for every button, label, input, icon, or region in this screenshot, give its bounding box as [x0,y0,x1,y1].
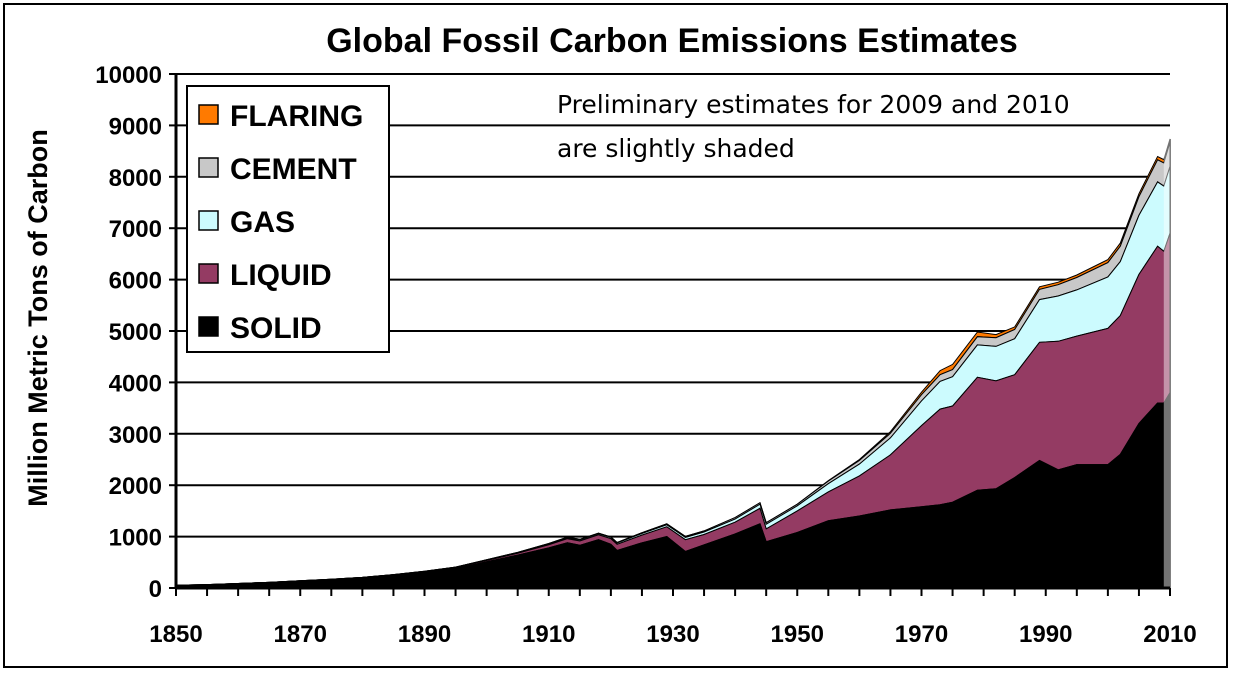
x-tick-label: 1850 [149,621,202,648]
x-tick-label: 1930 [646,621,699,648]
legend-swatch-liquid [198,263,219,284]
y-tick-label: 5000 [109,319,162,346]
y-tick-label: 1000 [109,525,162,552]
legend-label-gas: GAS [230,206,295,239]
y-tick-label: 2000 [109,473,162,500]
legend-label-cement: CEMENT [230,153,357,186]
x-tick-label: 1870 [274,621,327,648]
y-tick-label: 0 [149,576,162,603]
annotation-line-2: are slightly shaded [557,134,795,163]
x-tick-label: 2010 [1143,621,1196,648]
legend-swatch-solid [198,316,219,337]
legend-label-flaring: FLARING [230,100,363,133]
y-tick-label: 6000 [109,268,162,295]
x-tick-label: 1910 [522,621,575,648]
x-tick-label: 1990 [1019,621,1072,648]
y-tick-label: 10000 [95,62,162,89]
legend-swatch-gas [198,210,219,231]
y-tick-label: 3000 [109,422,162,449]
legend-swatch-cement [198,157,219,178]
legend: FLARING CEMENT GAS LIQUID SOLID [186,85,390,353]
y-tick-label: 7000 [109,216,162,243]
y-tick-label: 8000 [109,165,162,192]
y-tick-label: 9000 [109,113,162,140]
legend-box [186,85,390,353]
legend-swatch-flaring [198,104,219,125]
x-tick-label: 1890 [398,621,451,648]
x-tick-label: 1950 [771,621,824,648]
y-tick-labels: 0 1000 2000 3000 4000 5000 6000 7000 8000 9000 100… [95,62,162,603]
chart-title: Global Fossil Carbon Emissions Estimates [326,22,1018,60]
legend-label-liquid: LIQUID [230,259,332,292]
axes [169,73,1171,596]
y-tick-label: 4000 [109,370,162,397]
preliminary-shading [1163,139,1170,588]
y-axis-label: Million Metric Tons of Carbon [23,129,53,507]
annotation-line-1: Preliminary estimates for 2009 and 2010 [557,90,1070,119]
legend-label-solid: SOLID [230,312,322,345]
x-tick-labels: 1850 1870 1890 1910 1930 1950 1970 1990 2010 [149,621,1196,648]
x-tick-label: 1970 [895,621,948,648]
